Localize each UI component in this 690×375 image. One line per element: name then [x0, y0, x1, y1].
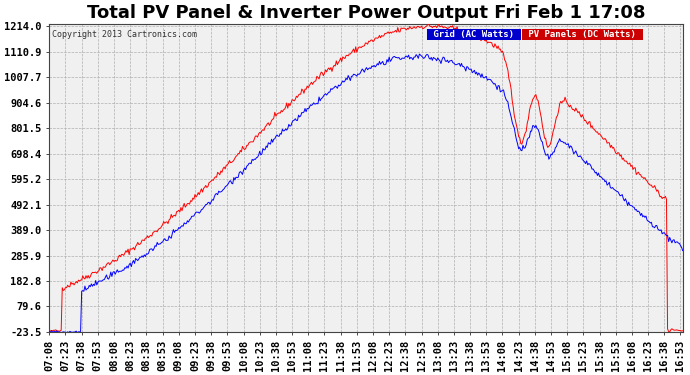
Text: PV Panels (DC Watts): PV Panels (DC Watts): [523, 30, 641, 39]
Text: Grid (AC Watts): Grid (AC Watts): [428, 30, 520, 39]
Text: Copyright 2013 Cartronics.com: Copyright 2013 Cartronics.com: [52, 30, 197, 39]
Title: Total PV Panel & Inverter Power Output Fri Feb 1 17:08: Total PV Panel & Inverter Power Output F…: [87, 4, 645, 22]
